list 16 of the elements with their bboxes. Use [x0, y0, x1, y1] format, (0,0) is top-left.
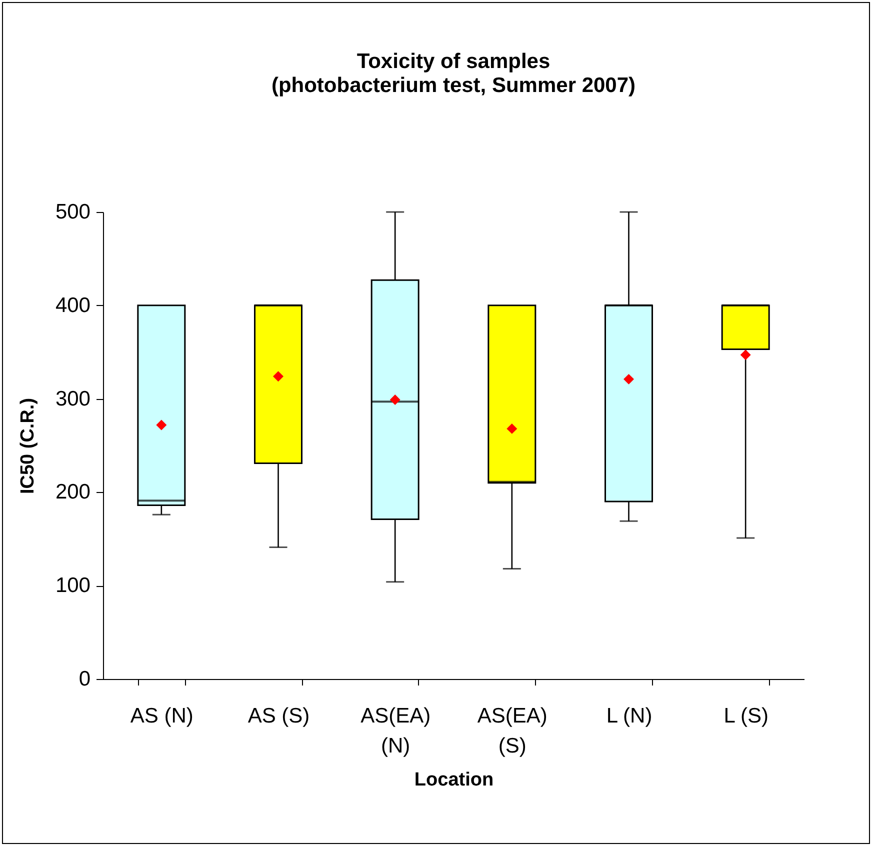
- y-axis-title: IC50 (C.R.): [17, 398, 38, 494]
- y-tick-label: 0: [78, 668, 90, 690]
- x-tick-label: L (S): [724, 704, 768, 728]
- y-tick-label: 400: [55, 294, 90, 317]
- chart-subtitle: (photobacterium test, Summer 2007): [271, 74, 636, 97]
- y-tick-label: 300: [55, 387, 90, 410]
- x-tick-label: AS(EA) (S): [477, 704, 548, 758]
- y-tick-label: 100: [55, 574, 90, 598]
- x-tick-label: AS(EA) (N): [360, 704, 431, 758]
- x-tick-label: AS (N): [130, 704, 194, 728]
- y-tick-label: 200: [55, 480, 90, 504]
- x-tick-label: AS (S): [248, 704, 310, 728]
- x-axis-title: Location: [414, 770, 494, 790]
- chart-title: Toxicity of samples: [356, 50, 550, 73]
- x-tick-label: L (N): [606, 704, 652, 728]
- y-tick-label: 500: [55, 200, 90, 224]
